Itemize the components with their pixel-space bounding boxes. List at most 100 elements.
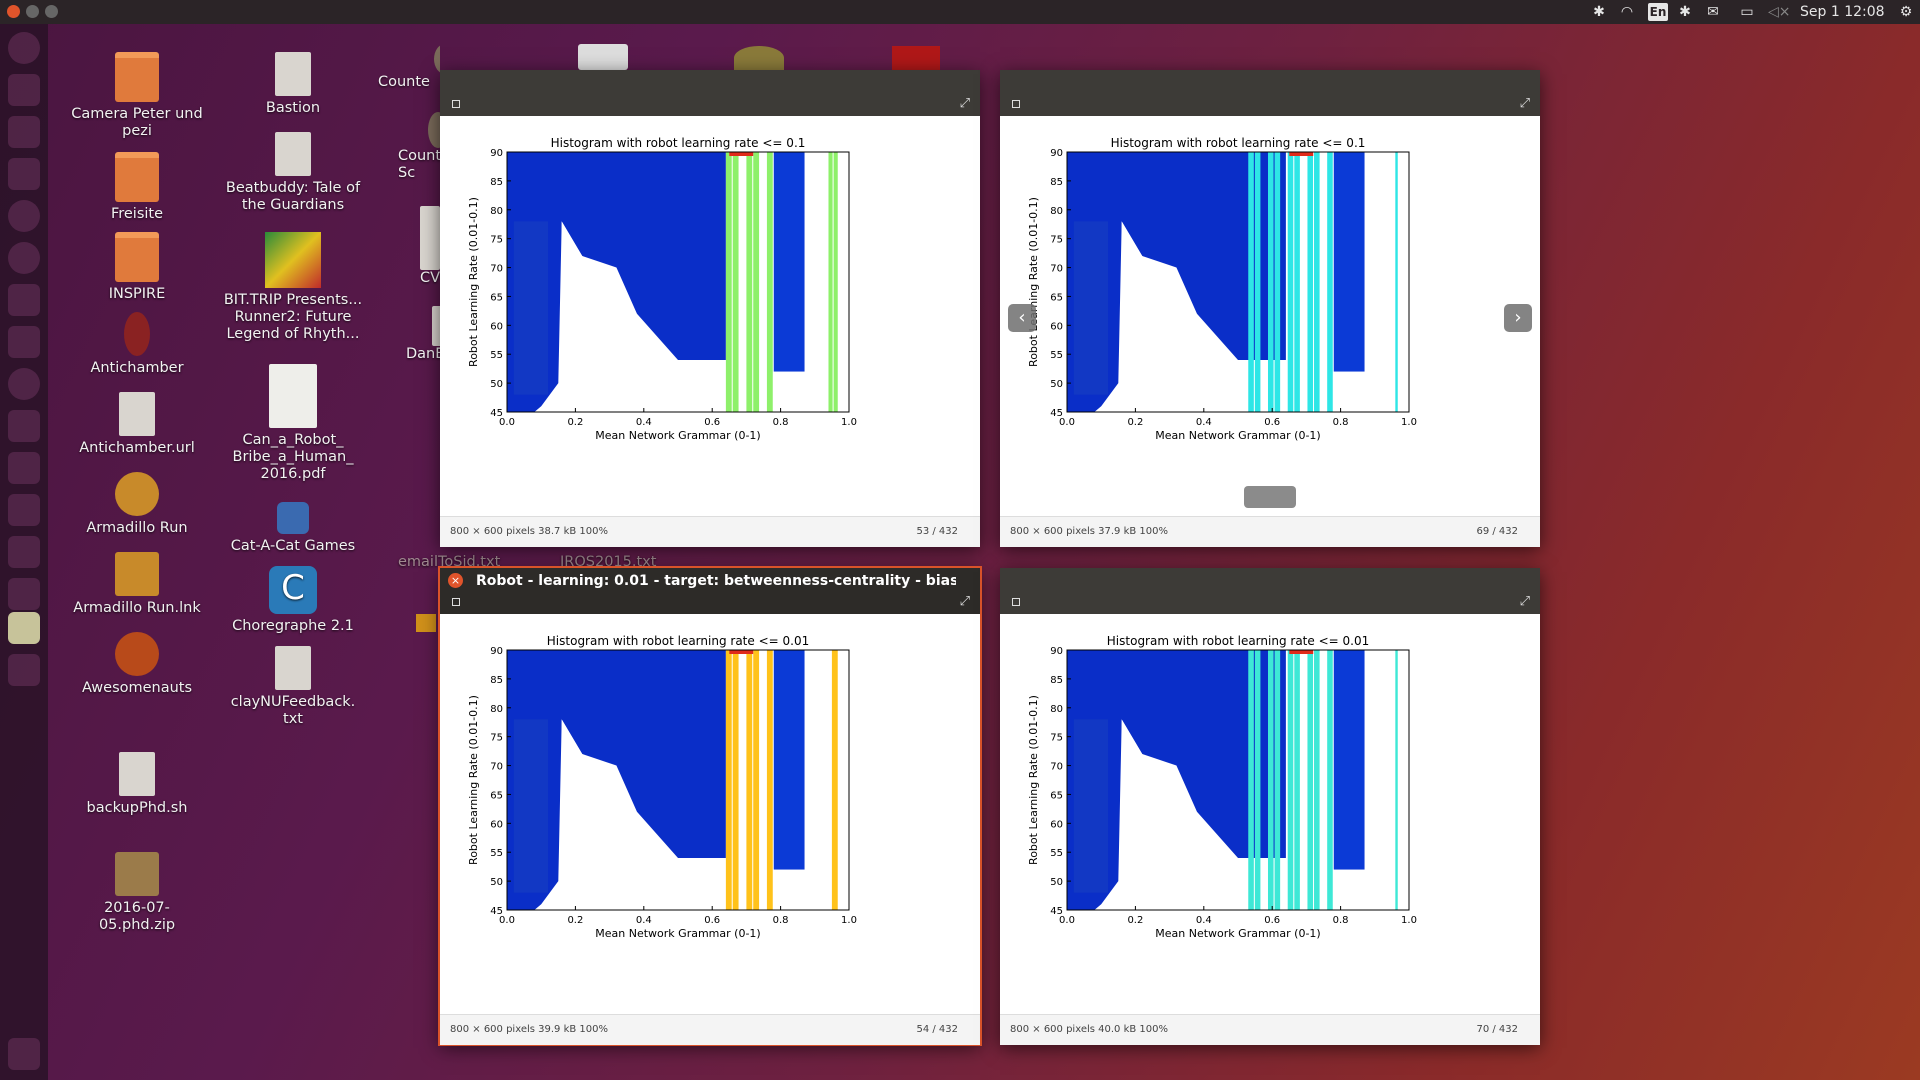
desktop-icon[interactable]: Armadillo Run <box>67 472 207 537</box>
next-image-button[interactable]: › <box>1504 304 1532 332</box>
desktop-icon[interactable]: C Choregraphe 2.1 <box>223 566 363 635</box>
histogram-band <box>1314 650 1320 910</box>
y-tick-label: 45 <box>1050 906 1063 917</box>
x-tick-label: 1.0 <box>841 417 857 428</box>
desktop-icon[interactable]: DanE <box>406 306 440 363</box>
dash-icon[interactable] <box>8 32 40 64</box>
expand-icon[interactable]: ⤢ <box>1519 594 1530 609</box>
desktop-icon[interactable]: Camera Peter und pezi <box>67 52 207 140</box>
pin-icon[interactable] <box>452 598 460 606</box>
desktop-icon[interactable]: CV <box>420 206 440 287</box>
desktop-icon-label: Freisite <box>110 206 164 222</box>
previous-image-button[interactable]: ‹ <box>1008 304 1036 332</box>
histogram-band <box>746 152 753 412</box>
desktop-icon[interactable]: Awesomenauts <box>67 632 207 697</box>
desktop-icon-label: INSPIRE <box>108 286 166 302</box>
store-icon[interactable] <box>8 116 40 148</box>
files-icon[interactable] <box>8 74 40 106</box>
terminal-icon[interactable] <box>8 284 40 316</box>
desktop-icon-partial[interactable] <box>578 44 628 70</box>
bluetooth-icon[interactable]: ✱ <box>1679 4 1691 20</box>
clock[interactable]: Sep 1 12:08 <box>1800 4 1885 20</box>
desktop-icon[interactable]: 2016-07-05.phd.zip <box>67 852 207 934</box>
image-viewer-window-active[interactable]: × Robot - learning: 0.01 - target: betwe… <box>438 566 982 1046</box>
close-icon[interactable]: × <box>448 573 463 588</box>
desktop-icon[interactable]: Count Sc <box>398 112 440 182</box>
battery-icon[interactable]: ▭ <box>1740 4 1754 20</box>
trash-icon[interactable] <box>8 1038 40 1070</box>
image-viewer-window[interactable]: ⤢ Histogram with robot learning rate <= … <box>1000 568 1540 1045</box>
pin-icon[interactable] <box>1012 598 1020 606</box>
y-tick-label: 55 <box>1050 848 1063 859</box>
window-minimize-icon[interactable] <box>26 5 39 18</box>
desktop-icon[interactable]: Antichamber <box>67 312 207 377</box>
window-close-icon[interactable] <box>7 5 20 18</box>
pin-icon[interactable] <box>1012 100 1020 108</box>
y-tick-label: 55 <box>490 848 503 859</box>
window-maximize-icon[interactable] <box>45 5 58 18</box>
desktop-icon[interactable]: emailToSid.txt <box>398 554 518 571</box>
image-viewer-window[interactable]: ⤢ Histogram with robot learning rate <= … <box>440 70 980 547</box>
desktop-icon[interactable]: clayNUFeedback. txt <box>223 646 363 728</box>
zoom-toolbar[interactable] <box>1244 486 1296 508</box>
desktop-icon[interactable]: Beatbuddy: Tale of the Guardians <box>223 132 363 214</box>
x-tick-label: 0.6 <box>1264 417 1280 428</box>
desktop-icon[interactable]: Bastion <box>223 52 363 117</box>
expand-icon[interactable]: ⤢ <box>959 96 970 111</box>
text-icon[interactable] <box>8 494 40 526</box>
y-tick-label: 80 <box>490 704 503 715</box>
desktop-icon-partial[interactable] <box>416 614 436 632</box>
desktop-icon-label: 2016-07-05.phd.zip <box>98 900 176 933</box>
image-viewer-window[interactable]: ⤢ Histogram with robot learning rate <= … <box>1000 70 1540 547</box>
bluetooth-icon[interactable]: ✱ <box>1593 4 1605 20</box>
y-tick-label: 85 <box>1050 675 1063 686</box>
desktop-icon[interactable]: Counte <box>378 44 440 91</box>
desktop-icon[interactable]: Can_a_Robot_ Bribe_a_Human_ 2016.pdf <box>223 364 363 483</box>
keyboard-layout-indicator[interactable]: En <box>1648 3 1668 21</box>
density-region <box>1333 152 1365 372</box>
window-titlebar[interactable]: ⤢ <box>440 70 980 116</box>
code-editor-icon[interactable] <box>8 158 40 190</box>
volume-muted-icon[interactable]: ◁× <box>1768 4 1791 20</box>
app-icon[interactable] <box>8 536 40 568</box>
chart-title: Histogram with robot learning rate <= 0.… <box>1107 634 1369 648</box>
desktop-icon-partial[interactable] <box>892 46 940 70</box>
window-titlebar[interactable]: ⤢ <box>1000 568 1540 614</box>
window-titlebar[interactable]: ⤢ <box>1000 70 1540 116</box>
desktop-icon[interactable]: Freisite <box>67 152 207 223</box>
desktop-icon-label: Armadillo Run.lnk <box>73 600 201 616</box>
y-tick-label: 65 <box>1050 790 1063 801</box>
status-bar: 800 × 600 pixels 37.9 kB 100% 69 / 432 <box>1000 516 1540 547</box>
app-icon[interactable] <box>8 654 40 686</box>
y-tick-label: 90 <box>490 646 503 657</box>
desktop-icon[interactable]: Antichamber.url <box>67 392 207 457</box>
image-viewer-icon[interactable] <box>8 612 40 644</box>
expand-icon[interactable]: ⤢ <box>1519 96 1530 111</box>
desktop-icon[interactable]: BIT.TRIP Presents... Runner2: Future Leg… <box>223 232 363 343</box>
notes-icon[interactable] <box>8 410 40 442</box>
gear-icon[interactable]: ⚙ <box>1899 4 1913 20</box>
app-icon[interactable] <box>8 578 40 610</box>
system-monitor-icon[interactable] <box>8 326 40 358</box>
density-region <box>513 221 549 395</box>
mail-icon[interactable]: ✉ <box>1707 4 1719 20</box>
histogram-band <box>833 152 838 412</box>
expand-icon[interactable]: ⤢ <box>959 594 970 609</box>
desktop-icon[interactable]: backupPhd.sh <box>67 752 207 817</box>
y-tick-label: 90 <box>490 148 503 159</box>
pin-icon[interactable] <box>452 100 460 108</box>
chrome-icon[interactable] <box>8 242 40 274</box>
network-icon[interactable] <box>8 452 40 484</box>
window-titlebar[interactable]: × Robot - learning: 0.01 - target: betwe… <box>440 568 980 614</box>
desktop-icon[interactable]: Cat-A-Cat Games <box>223 502 363 555</box>
x-tick-label: 0.4 <box>1196 915 1212 926</box>
desktop-icon[interactable]: Armadillo Run.lnk <box>67 552 207 617</box>
desktop-icon[interactable]: IROS2015.txt <box>560 554 680 571</box>
camera-icon[interactable] <box>8 368 40 400</box>
wifi-icon[interactable]: ◠ <box>1620 4 1634 20</box>
x-axis-label: Mean Network Grammar (0-1) <box>1155 429 1320 442</box>
firefox-icon[interactable] <box>8 200 40 232</box>
histogram-chart: Histogram with robot learning rate <= 0.… <box>1027 634 1417 940</box>
desktop-icon[interactable]: INSPIRE <box>67 232 207 303</box>
desktop-icon-partial[interactable] <box>734 46 784 70</box>
